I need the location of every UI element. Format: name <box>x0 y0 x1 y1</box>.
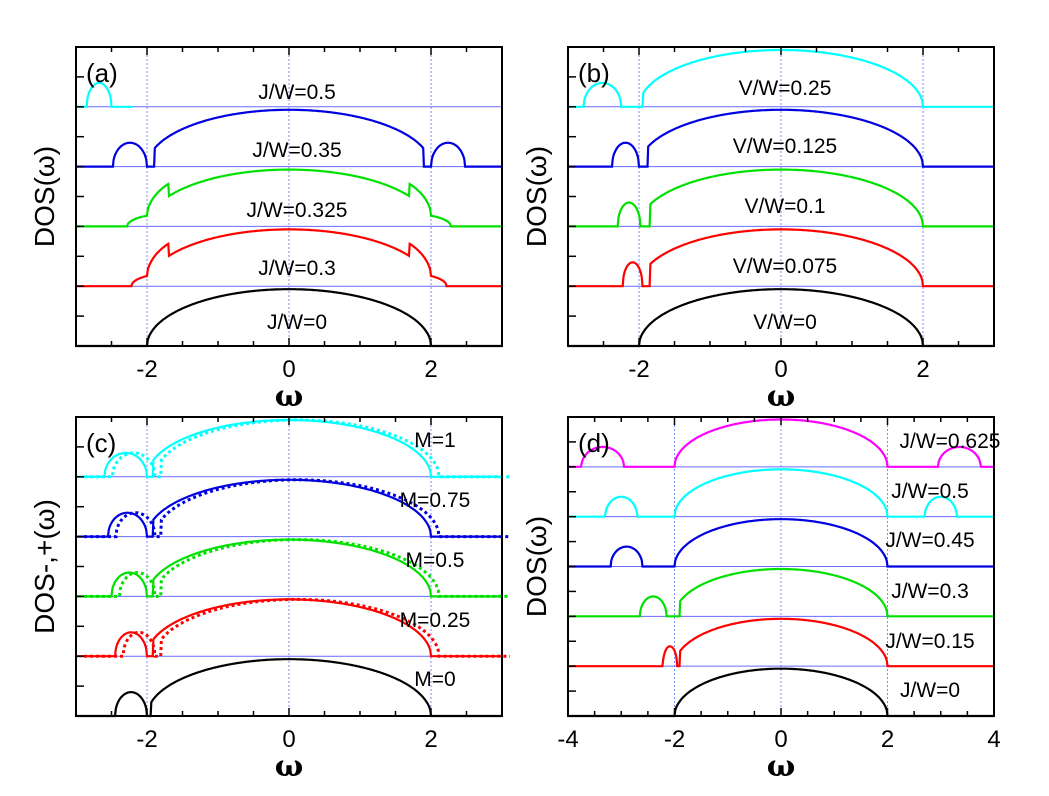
panel-1: V/W=0 V/W=0.075 V/W=0.1 V/W=0.125 V/W=0.25 -2… <box>521 46 995 414</box>
series-line <box>568 168 994 228</box>
series-line <box>568 617 994 668</box>
x-tick-label: 2 <box>424 726 437 753</box>
curve-label: J/W=0.35 <box>252 139 341 162</box>
curve-label: M=0.75 <box>400 489 471 512</box>
curve-label: J/W=0.625 <box>900 430 1001 453</box>
curve-label: M=0.25 <box>400 609 471 632</box>
x-axis-label: ω <box>767 749 796 784</box>
series-line <box>76 598 502 658</box>
y-axis-label: DOS(ω) <box>29 146 60 247</box>
series-line <box>76 228 502 288</box>
x-tick-label: 2 <box>424 356 437 383</box>
y-axis-label: DOS(ω) <box>521 516 552 617</box>
series-dotted-line <box>84 538 510 598</box>
series-line <box>76 168 502 228</box>
x-tick-label: -2 <box>664 726 685 753</box>
series-line <box>76 108 502 168</box>
curve-label: J/W=0.5 <box>891 480 969 503</box>
panel-0: J/W=0 J/W=0.3 J/W=0.325 J/W=0.35 J/W=0.5 -2 0 2… <box>29 46 503 414</box>
curve-label: J/W=0 <box>900 679 960 702</box>
curve-label: V/W=0 <box>753 311 817 334</box>
y-axis-label: DOS-,+(ω) <box>29 499 60 634</box>
panel-2: M=0 M=0.25 M=0.5 M=0.75 M=1 -2 0 2 (c) ω DOS-,+(ω) <box>29 416 510 784</box>
x-tick-label: 0 <box>282 356 295 383</box>
x-tick-label: -4 <box>557 726 578 753</box>
x-axis-label: ω <box>767 379 796 414</box>
x-tick-label: 2 <box>881 726 894 753</box>
series-line <box>76 538 502 598</box>
curve-label: J/W=0.325 <box>247 199 348 222</box>
x-tick-label: 4 <box>987 726 1000 753</box>
panel-3: J/W=0 J/W=0.15 J/W=0.3 J/W=0.45 J/W=0.5 J/W=0… <box>521 416 1001 784</box>
x-axis-label: ω <box>275 379 304 414</box>
curve-label: J/W=0.3 <box>258 257 336 280</box>
series-line <box>568 468 994 518</box>
curve-label: J/W=0.5 <box>258 81 336 104</box>
curve-label: J/W=0.15 <box>885 630 974 653</box>
x-tick-label: -2 <box>628 356 649 383</box>
series-line <box>568 518 994 568</box>
curve-label: V/W=0.25 <box>739 77 832 100</box>
series-line <box>568 567 994 618</box>
x-tick-label: 0 <box>774 726 787 753</box>
x-tick-label: -2 <box>136 356 157 383</box>
x-axis-label: ω <box>275 749 304 784</box>
curve-label: M=1 <box>414 429 455 452</box>
series-line <box>568 108 994 168</box>
curve-label: J/W=0.45 <box>885 529 974 552</box>
curve-label: J/W=0.3 <box>891 580 969 603</box>
curve-label: V/W=0.075 <box>733 255 837 278</box>
panel-label: (d) <box>578 428 610 458</box>
x-tick-label: 0 <box>774 356 787 383</box>
series-line <box>76 81 133 108</box>
x-tick-label: 2 <box>916 356 929 383</box>
series-line <box>568 228 994 288</box>
curve-label: J/W=0 <box>267 311 327 334</box>
panel-label: (a) <box>86 58 118 88</box>
x-tick-label: -2 <box>136 726 157 753</box>
curve-label: M=0.5 <box>406 549 465 572</box>
curve-label: V/W=0.1 <box>744 195 825 218</box>
panel-label: (b) <box>578 58 610 88</box>
curve-label: M=0 <box>414 668 455 691</box>
panel-label: (c) <box>86 428 116 458</box>
y-axis-label: DOS(ω) <box>521 146 552 247</box>
curve-label: V/W=0.125 <box>733 135 837 158</box>
series-dotted-line <box>84 597 510 658</box>
x-tick-label: 0 <box>282 726 295 753</box>
